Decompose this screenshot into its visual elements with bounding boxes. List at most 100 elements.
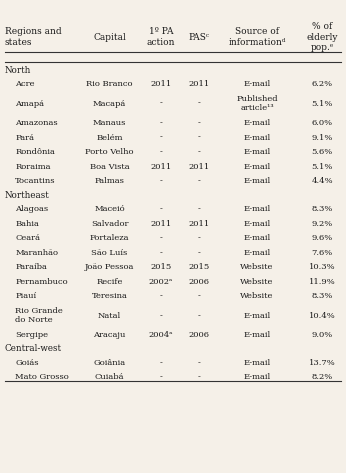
Text: 11.9%: 11.9% bbox=[309, 278, 336, 286]
Text: Sergipe: Sergipe bbox=[15, 331, 48, 339]
Text: -: - bbox=[160, 148, 162, 156]
Text: Porto Velho: Porto Velho bbox=[85, 148, 134, 156]
Text: São Luís: São Luís bbox=[91, 249, 128, 257]
Text: -: - bbox=[160, 373, 162, 381]
Text: Ceará: Ceará bbox=[15, 234, 40, 242]
Text: -: - bbox=[197, 312, 200, 320]
Text: 5.6%: 5.6% bbox=[312, 148, 333, 156]
Text: Boa Vista: Boa Vista bbox=[90, 163, 129, 171]
Text: Acre: Acre bbox=[15, 80, 35, 88]
Text: E-mail: E-mail bbox=[244, 312, 271, 320]
Text: 8.2%: 8.2% bbox=[312, 373, 333, 381]
Text: Cuiabá: Cuiabá bbox=[95, 373, 124, 381]
Text: Fortaleza: Fortaleza bbox=[90, 234, 129, 242]
Text: 2011: 2011 bbox=[151, 80, 172, 88]
Text: E-mail: E-mail bbox=[244, 80, 271, 88]
Text: Roraima: Roraima bbox=[15, 163, 51, 171]
Text: 2002ᵃ: 2002ᵃ bbox=[149, 278, 173, 286]
Text: -: - bbox=[160, 119, 162, 127]
Text: Website: Website bbox=[240, 292, 274, 300]
Text: Pará: Pará bbox=[15, 133, 34, 141]
Text: -: - bbox=[160, 133, 162, 141]
Text: Manaus: Manaus bbox=[93, 119, 126, 127]
Text: Rondônia: Rondônia bbox=[15, 148, 55, 156]
Text: -: - bbox=[160, 234, 162, 242]
Text: 6.2%: 6.2% bbox=[312, 80, 333, 88]
Text: E-mail: E-mail bbox=[244, 163, 271, 171]
Text: Goiânia: Goiânia bbox=[93, 359, 126, 367]
Text: Source of
informationᵈ: Source of informationᵈ bbox=[228, 27, 286, 47]
Text: Salvador: Salvador bbox=[91, 219, 128, 228]
Text: 13.7%: 13.7% bbox=[309, 359, 336, 367]
Text: -: - bbox=[160, 359, 162, 367]
Text: -: - bbox=[197, 292, 200, 300]
Text: 2006: 2006 bbox=[188, 278, 209, 286]
Text: Alagoas: Alagoas bbox=[15, 205, 48, 213]
Text: Bahia: Bahia bbox=[15, 219, 39, 228]
Text: Rio Grande
do Norte: Rio Grande do Norte bbox=[15, 307, 63, 324]
Text: E-mail: E-mail bbox=[244, 177, 271, 185]
Text: E-mail: E-mail bbox=[244, 359, 271, 367]
Text: Capital: Capital bbox=[93, 33, 126, 42]
Text: Recife: Recife bbox=[96, 278, 123, 286]
Text: E-mail: E-mail bbox=[244, 148, 271, 156]
Text: -: - bbox=[160, 249, 162, 257]
Text: -: - bbox=[160, 205, 162, 213]
Text: -: - bbox=[160, 177, 162, 185]
Text: -: - bbox=[160, 312, 162, 320]
Text: North: North bbox=[5, 66, 31, 75]
Text: % of
elderly
pop.ᵉ: % of elderly pop.ᵉ bbox=[307, 22, 338, 52]
Text: 2006: 2006 bbox=[188, 331, 209, 339]
Text: 8.3%: 8.3% bbox=[312, 292, 333, 300]
Text: Tocantins: Tocantins bbox=[15, 177, 56, 185]
Text: 2011: 2011 bbox=[188, 219, 209, 228]
Text: Palmas: Palmas bbox=[94, 177, 125, 185]
Text: Goiás: Goiás bbox=[15, 359, 39, 367]
Text: Central-west: Central-west bbox=[5, 344, 62, 353]
Text: Belém: Belém bbox=[96, 133, 123, 141]
Text: 5.1%: 5.1% bbox=[312, 100, 333, 108]
Text: Northeast: Northeast bbox=[5, 191, 49, 200]
Text: 9.6%: 9.6% bbox=[312, 234, 333, 242]
Text: -: - bbox=[197, 148, 200, 156]
Text: 2015: 2015 bbox=[188, 263, 209, 272]
Text: E-mail: E-mail bbox=[244, 234, 271, 242]
Text: Amazonas: Amazonas bbox=[15, 119, 58, 127]
Text: 2015: 2015 bbox=[151, 263, 172, 272]
Text: -: - bbox=[197, 249, 200, 257]
Text: E-mail: E-mail bbox=[244, 373, 271, 381]
Text: Macapá: Macapá bbox=[93, 100, 126, 108]
Text: Teresina: Teresina bbox=[92, 292, 127, 300]
Text: Mato Grosso: Mato Grosso bbox=[15, 373, 69, 381]
Text: -: - bbox=[197, 100, 200, 108]
Text: 10.3%: 10.3% bbox=[309, 263, 336, 272]
Text: 2011: 2011 bbox=[151, 163, 172, 171]
Text: 1º PA
action: 1º PA action bbox=[147, 27, 175, 47]
Text: Maceió: Maceió bbox=[94, 205, 125, 213]
Text: PASᶜ: PASᶜ bbox=[188, 33, 209, 42]
Text: E-mail: E-mail bbox=[244, 119, 271, 127]
Text: João Pessoa: João Pessoa bbox=[85, 263, 134, 272]
Text: 7.6%: 7.6% bbox=[312, 249, 333, 257]
Text: 2011: 2011 bbox=[188, 80, 209, 88]
Text: -: - bbox=[160, 292, 162, 300]
Text: Natal: Natal bbox=[98, 312, 121, 320]
Text: Pernambuco: Pernambuco bbox=[15, 278, 68, 286]
Text: Published
article¹³: Published article¹³ bbox=[236, 95, 278, 112]
Text: 2004ᵃ: 2004ᵃ bbox=[149, 331, 173, 339]
Text: E-mail: E-mail bbox=[244, 331, 271, 339]
Text: Rio Branco: Rio Branco bbox=[86, 80, 133, 88]
Text: Aracaju: Aracaju bbox=[93, 331, 126, 339]
Text: 6.0%: 6.0% bbox=[312, 119, 333, 127]
Text: Paraíba: Paraíba bbox=[15, 263, 47, 272]
Text: Website: Website bbox=[240, 278, 274, 286]
Text: E-mail: E-mail bbox=[244, 205, 271, 213]
Text: E-mail: E-mail bbox=[244, 219, 271, 228]
Text: Amapá: Amapá bbox=[15, 100, 44, 108]
Text: -: - bbox=[160, 100, 162, 108]
Text: 4.4%: 4.4% bbox=[311, 177, 333, 185]
Text: -: - bbox=[197, 177, 200, 185]
Text: -: - bbox=[197, 234, 200, 242]
Text: 9.2%: 9.2% bbox=[312, 219, 333, 228]
Text: 2011: 2011 bbox=[151, 219, 172, 228]
